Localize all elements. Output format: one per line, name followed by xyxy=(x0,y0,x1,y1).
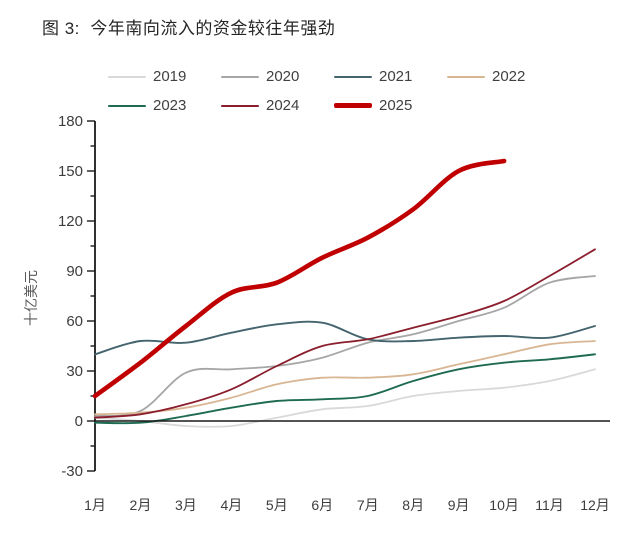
series-line-2022 xyxy=(94,340,596,416)
legend-label-2019: 2019 xyxy=(153,68,187,85)
y-tick-label: 150 xyxy=(58,163,83,180)
legend-label-2022: 2022 xyxy=(492,68,526,85)
x-tick-label: 11月 xyxy=(535,497,564,513)
legend-row-2: 2023 2024 2025 xyxy=(108,91,588,120)
legend-swatch-2019 xyxy=(108,75,146,78)
legend-swatch-2024 xyxy=(221,104,259,107)
series-line-2025 xyxy=(92,158,507,399)
series-line-2021 xyxy=(94,320,596,356)
legend-swatch-2023 xyxy=(108,104,146,107)
legend-swatch-2020 xyxy=(221,75,259,78)
series-line-2019 xyxy=(94,368,596,428)
legend-label-2024: 2024 xyxy=(266,97,300,114)
x-tick-label: 3月 xyxy=(175,497,197,513)
series-line-2020 xyxy=(94,275,596,417)
x-tick-label: 7月 xyxy=(357,497,379,513)
legend-label-2020: 2020 xyxy=(266,68,300,85)
x-tick-label: 12月 xyxy=(580,497,610,513)
y-tick-label: -30 xyxy=(61,463,83,480)
legend-swatch-2022 xyxy=(447,75,485,78)
x-tick-label: 2月 xyxy=(130,497,152,513)
legend-item-2023: 2023 xyxy=(108,97,221,114)
x-tick-label: 4月 xyxy=(220,497,242,513)
x-tick-label: 1月 xyxy=(84,497,106,513)
y-tick-label: 90 xyxy=(66,263,83,280)
legend-label-2023: 2023 xyxy=(153,97,187,114)
legend-label-2021: 2021 xyxy=(379,68,413,85)
legend-item-2022: 2022 xyxy=(447,68,560,85)
figure-title: 图 3: 今年南向流入的资金较往年强劲 xyxy=(42,19,336,38)
x-tick-label: 9月 xyxy=(448,497,470,513)
legend-item-2025: 2025 xyxy=(334,97,447,114)
chart-legend: 2019 2020 2021 2022 2023 2024 xyxy=(108,62,588,120)
legend-item-2024: 2024 xyxy=(221,97,334,114)
y-tick-label: 120 xyxy=(58,213,83,230)
y-axis-title: 十亿美元 xyxy=(23,270,39,326)
legend-swatch-2021 xyxy=(334,75,372,78)
legend-row-1: 2019 2020 2021 2022 xyxy=(108,62,588,91)
x-tick-label: 5月 xyxy=(266,497,288,513)
y-tick-label: 60 xyxy=(66,313,83,330)
legend-label-2025: 2025 xyxy=(379,97,413,114)
x-tick-label: 8月 xyxy=(402,497,424,513)
legend-swatch-2025 xyxy=(334,103,372,108)
series-line-2024 xyxy=(94,248,596,419)
y-tick-label: 30 xyxy=(66,363,83,380)
legend-item-2020: 2020 xyxy=(221,68,334,85)
x-tick-label: 6月 xyxy=(311,497,333,513)
y-tick-label: 0 xyxy=(75,413,83,430)
legend-item-2019: 2019 xyxy=(108,68,221,85)
y-tick-label: 180 xyxy=(58,113,83,130)
x-tick-label: 10月 xyxy=(489,497,519,513)
series-line-2023 xyxy=(94,353,596,425)
legend-item-2021: 2021 xyxy=(334,68,447,85)
